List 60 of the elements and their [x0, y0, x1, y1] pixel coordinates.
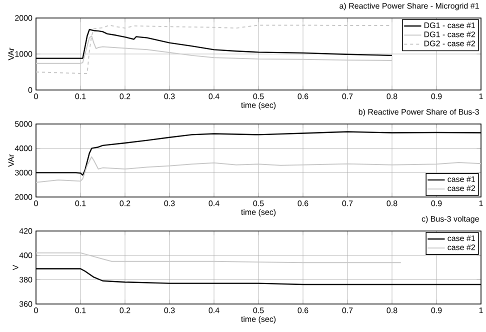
x-tick-label: 0.2: [120, 94, 130, 100]
x-tick-label: 0.9: [431, 308, 442, 314]
legend-label: case #1: [448, 235, 475, 242]
x-tick-label: 0.1: [75, 308, 86, 314]
y-tick-label: 0: [28, 87, 32, 93]
x-tick-label: 0.5: [253, 94, 264, 100]
x-tick-label: 0: [34, 200, 38, 206]
x-tick-label: 0.4: [208, 94, 220, 100]
x-axis-title: time (sec): [241, 316, 276, 324]
x-axis-title: time (sec): [241, 102, 276, 110]
y-tick-label: 420: [19, 228, 32, 234]
y-tick-label: 400: [19, 252, 32, 258]
x-tick-label: 0.7: [342, 308, 353, 314]
x-tick-label: 0.6: [298, 94, 308, 100]
x-tick-label: 0.9: [431, 200, 442, 206]
x-tick-label: 0.6: [298, 308, 308, 314]
legend-label: case #2: [448, 185, 475, 192]
y-axis-title: VAr: [8, 48, 14, 60]
x-tick-label: 0.7: [342, 200, 353, 206]
x-tick-label: 0.1: [75, 94, 86, 100]
x-tick-label: 0.8: [386, 200, 398, 206]
x-tick-label: 1: [479, 308, 483, 314]
chart-title: a) Reactive Power Share - Microgrid #1: [340, 2, 479, 10]
y-tick-label: 3000: [14, 170, 32, 176]
legend-label: DG1 - case #2: [424, 32, 475, 38]
x-tick-label: 0.5: [253, 200, 264, 206]
y-tick-label: 2000: [15, 194, 32, 200]
x-tick-label: 0.8: [386, 308, 398, 314]
legend-label: DG1 - case #1: [424, 22, 475, 28]
x-tick-label: 0: [34, 308, 38, 314]
legend-label: DG2 - case #2: [424, 40, 475, 46]
x-tick-label: 0.3: [164, 308, 175, 314]
chart-title: c) Bus-3 voltage: [422, 216, 479, 224]
y-tick-label: 5000: [14, 121, 32, 127]
legend-label: case #1: [448, 176, 475, 182]
y-tick-label: 380: [19, 276, 32, 282]
x-axis-title: time (sec): [241, 209, 276, 217]
x-tick-label: 0.9: [431, 94, 442, 100]
x-tick-label: 0.5: [253, 308, 264, 314]
x-tick-label: 0.4: [208, 308, 220, 314]
legend-label: case #2: [448, 244, 475, 250]
y-tick-label: 360: [19, 301, 32, 307]
y-axis-title: VAr: [8, 154, 14, 167]
y-tick-label: 2000: [15, 15, 32, 21]
x-tick-label: 0.6: [298, 200, 308, 206]
x-tick-label: 1: [479, 200, 483, 206]
x-tick-label: 0.1: [75, 200, 86, 206]
x-tick-label: 0.8: [386, 94, 398, 100]
x-tick-label: 1: [479, 94, 483, 100]
x-tick-label: 0.2: [120, 308, 130, 314]
x-tick-label: 0.2: [120, 200, 130, 206]
x-tick-label: 0.4: [208, 200, 220, 206]
x-tick-label: 0.3: [164, 200, 175, 206]
y-tick-label: 4000: [14, 146, 32, 152]
x-tick-label: 0: [34, 94, 38, 100]
y-tick-label: 1000: [15, 51, 32, 57]
x-tick-label: 0.3: [164, 94, 175, 100]
chart-title: b) Reactive Power Share of Bus-3: [358, 108, 479, 116]
y-axis-title: V: [12, 264, 18, 270]
x-tick-label: 0.7: [342, 94, 353, 100]
